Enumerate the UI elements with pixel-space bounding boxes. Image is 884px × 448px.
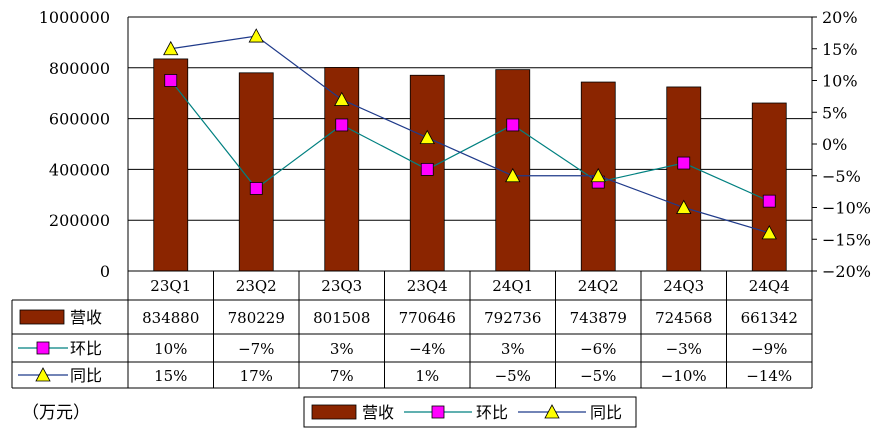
- table-value: 7%: [330, 367, 354, 385]
- square-marker: [677, 156, 691, 170]
- table-value: 770646: [399, 309, 456, 327]
- table-value: 17%: [240, 367, 273, 385]
- legend: 营收 环比 同比: [303, 396, 637, 428]
- right-tick-label: 10%: [822, 72, 858, 91]
- triangle-marker: [590, 167, 606, 183]
- unit-label: （万元）: [22, 403, 90, 423]
- right-tick-label: −10%: [822, 199, 871, 218]
- legend-key-marker: [431, 405, 445, 419]
- right-tick-label: −15%: [822, 230, 871, 249]
- axes: 1000000 800000 600000 400000 200000 0 20% 15% 10…: [39, 8, 871, 281]
- triangle-marker: [419, 129, 435, 145]
- table-value: −5%: [580, 367, 616, 385]
- category-label: 24Q1: [492, 277, 533, 295]
- left-tick-label: 1000000: [39, 8, 110, 27]
- category-label: 24Q4: [749, 277, 790, 295]
- legend-label: 环比: [476, 403, 508, 422]
- table-value: 3%: [501, 340, 525, 358]
- table-value: −4%: [409, 340, 445, 358]
- category-label: 24Q3: [663, 277, 704, 295]
- triangle-marker: [676, 199, 692, 214]
- table-value: −7%: [238, 340, 274, 358]
- category-label: 23Q2: [236, 277, 277, 295]
- right-tick-label: 0%: [822, 135, 847, 154]
- data-table: 23Q1 23Q2 23Q3 23Q4 24Q1 24Q2 24Q3 24Q4 营收 834880…: [11, 271, 813, 389]
- square-marker: [762, 194, 776, 208]
- triangle-marker: [248, 28, 264, 43]
- revenue-bar: [751, 102, 787, 272]
- triangle-series-line: [170, 35, 770, 234]
- table-value: 661342: [741, 309, 798, 327]
- revenue-bar: [153, 58, 189, 272]
- table-value: 724568: [655, 309, 712, 327]
- legend-key-marker: [36, 341, 50, 355]
- left-tick-label: 600000: [49, 110, 110, 129]
- table-value: 834880: [142, 309, 199, 327]
- table-value: −14%: [746, 367, 792, 385]
- table-value: −6%: [580, 340, 616, 358]
- table-value: 15%: [154, 367, 187, 385]
- table-value: 3%: [330, 340, 354, 358]
- revenue-bars: [153, 58, 787, 272]
- left-tick-label: 800000: [49, 59, 110, 78]
- right-tick-label: −5%: [822, 167, 861, 186]
- square-series-line: [170, 80, 770, 202]
- left-tick-label: 200000: [49, 211, 110, 230]
- triangle-marker: [761, 225, 777, 240]
- category-label: 23Q1: [150, 277, 191, 295]
- table-value: 743879: [570, 309, 627, 327]
- legend-label: 营收: [362, 403, 394, 422]
- category-label: 23Q3: [321, 277, 362, 295]
- table-value: 10%: [154, 340, 187, 358]
- table-value: 1%: [415, 367, 439, 385]
- row-label: 环比: [70, 339, 102, 358]
- category-label: 24Q2: [578, 277, 619, 295]
- legend-key-marker: [35, 367, 51, 382]
- category-label: 23Q4: [407, 277, 448, 295]
- square-marker: [335, 118, 349, 132]
- right-tick-label: 20%: [822, 8, 858, 27]
- table-value: 780229: [228, 309, 285, 327]
- table-value: −10%: [661, 367, 707, 385]
- right-tick-label: 15%: [822, 40, 858, 59]
- square-marker: [506, 118, 520, 132]
- table-value: −5%: [495, 367, 531, 385]
- left-tick-label: 0: [100, 262, 110, 281]
- revenue-bar: [666, 86, 702, 272]
- right-tick-label: 5%: [822, 103, 847, 122]
- legend-label: 同比: [590, 403, 622, 422]
- row-label: 同比: [70, 366, 102, 385]
- row-label: 营收: [70, 308, 102, 327]
- revenue-bar: [238, 72, 274, 272]
- square-marker: [420, 162, 434, 176]
- percent-lines: [163, 28, 777, 240]
- legend-key-bar: [19, 309, 65, 325]
- table-value: −3%: [666, 340, 702, 358]
- triangle-marker: [334, 91, 350, 106]
- square-marker: [164, 74, 178, 87]
- table-value: 801508: [313, 309, 370, 327]
- table-value: 792736: [484, 309, 541, 327]
- gridlines: [128, 16, 812, 221]
- legend-key-marker: [544, 404, 560, 419]
- left-tick-label: 400000: [49, 160, 110, 179]
- triangle-marker: [505, 167, 521, 183]
- legend-key-bar: [311, 404, 357, 420]
- square-marker: [249, 182, 263, 195]
- triangle-marker: [163, 40, 179, 56]
- right-tick-label: −20%: [822, 262, 871, 281]
- table-value: −9%: [751, 340, 787, 358]
